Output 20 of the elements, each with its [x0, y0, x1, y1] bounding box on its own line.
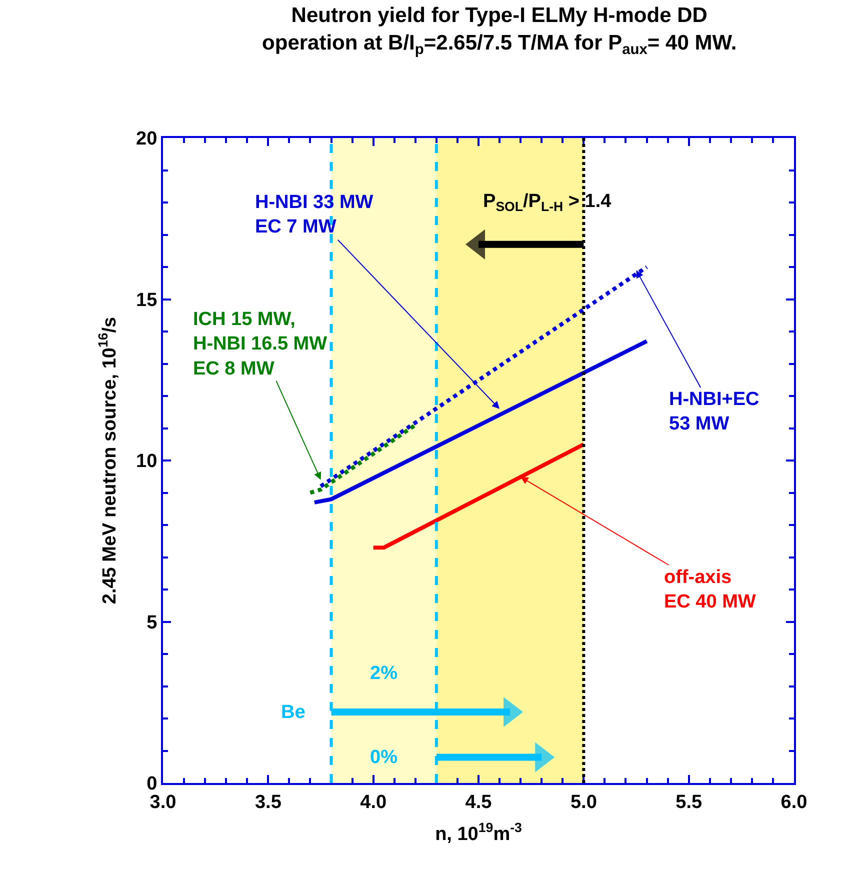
chart-title: Neutron yield for Type-I ELMy H-mode DD operation at B/I$_{p}$=2.65/7.5 T/MA for P$_{aux}$= 40 MW. — [262, 4, 737, 58]
annotation: Be — [281, 702, 306, 723]
y-tick-label: 20 — [136, 128, 158, 150]
annotation: 2% — [370, 663, 398, 684]
y-tick-label: 15 — [136, 290, 158, 311]
x-tick-label: 5.5 — [676, 792, 702, 813]
annotation: H-NBI 33 MW EC 7 MW — [255, 192, 374, 238]
annotation: off-axis EC 40 MW — [664, 567, 756, 613]
annotation: H-NBI+EC 53 MW — [669, 389, 760, 435]
x-tick-label: 3.5 — [254, 792, 282, 813]
x-axis-title: n, 10$^{19}$m$^{-3}$ — [435, 820, 522, 846]
x-tick-label: 4.0 — [360, 792, 387, 813]
annotation: ICH 15 MW, H-NBI 16.5 MW EC 8 MW — [193, 309, 328, 380]
annotation: P$_{SOL}$/P$_{L-H}$ > 1.4 — [483, 191, 612, 214]
y-tick-label: 10 — [136, 451, 158, 472]
x-tick-label: 4.5 — [465, 792, 492, 813]
x-tick-label: 5.0 — [570, 792, 597, 813]
annotation: 0% — [370, 747, 398, 768]
x-tick-label: 6.0 — [780, 792, 808, 813]
y-tick-label: 5 — [146, 612, 158, 634]
